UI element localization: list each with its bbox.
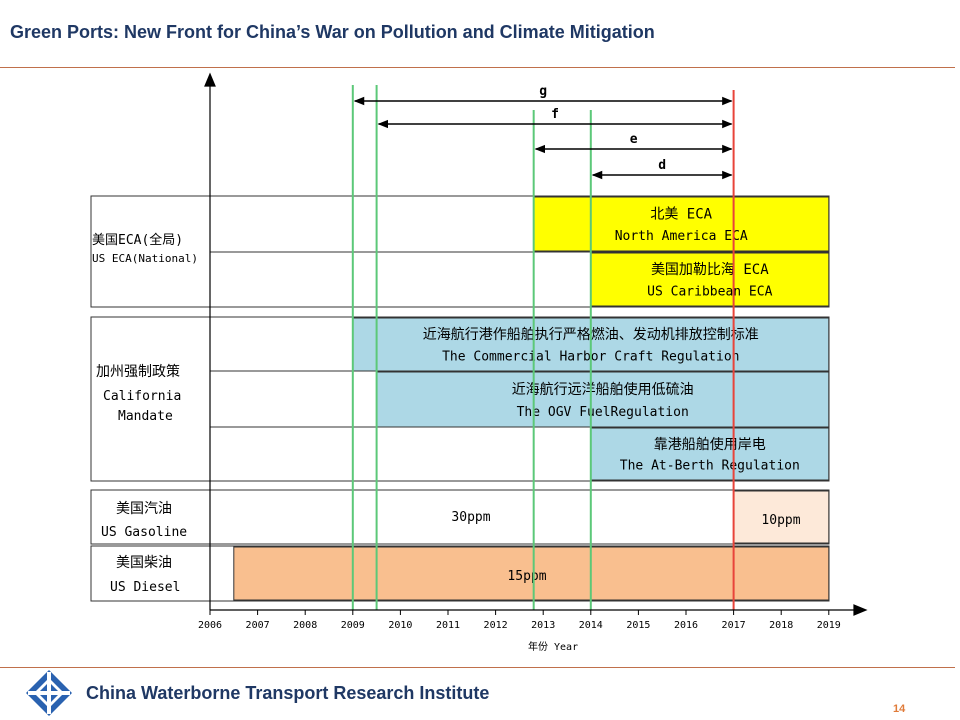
institute-logo-icon [26, 670, 72, 716]
bar-gas-10 [733, 490, 830, 544]
interval-label-d: d [658, 158, 666, 173]
header-divider [0, 67, 955, 68]
x-tick-label: 2013 [531, 620, 555, 631]
x-tick-label: 2007 [246, 620, 270, 631]
x-tick-label: 2014 [579, 620, 603, 631]
at-berth-label-en: The At-Berth Regulation [620, 459, 800, 474]
diesel-group-zh: 美国柴油 [116, 555, 172, 571]
year-markers [351, 85, 735, 610]
x-tick-label: 2012 [484, 620, 508, 631]
gas-10-label: 10ppm [761, 513, 800, 528]
eca-group-en: US ECA(National) [92, 252, 198, 265]
ogv-fuel-label-zh: 近海航行远洋船舶使用低硫油 [512, 381, 694, 398]
x-tick-label: 2015 [626, 620, 650, 631]
footer-organization: China Waterborne Transport Research Inst… [86, 683, 490, 703]
x-tick-label: 2009 [341, 620, 365, 631]
na-eca-label-en: North America ECA [615, 229, 748, 244]
gas-30-label: 30ppm [451, 510, 490, 525]
at-berth-label-zh: 靠港船舶使用岸电 [654, 436, 766, 453]
gas-group-zh: 美国汽油 [116, 501, 172, 517]
x-tick-label: 2016 [674, 620, 698, 631]
gas-group-en: US Gasoline [101, 525, 187, 540]
bar-gas-30 [210, 491, 734, 543]
x-axis-label: 年份 Year [528, 640, 578, 653]
x-tick-label: 2019 [817, 620, 841, 631]
footer-divider [0, 667, 955, 668]
interval-label-e: e [630, 132, 638, 147]
y-axis-arrow [204, 72, 216, 87]
x-tick-label: 2011 [436, 620, 460, 631]
ogv-fuel-label-en: The OGV FuelRegulation [517, 405, 689, 420]
caribbean-eca-label-zh: 美国加勒比海 ECA [651, 262, 769, 278]
x-tick-label: 2017 [722, 620, 746, 631]
x-axis-ticks: 2006 2007 2008 2009 2010 2011 2012 2013 2014 2015… [198, 610, 841, 631]
x-tick-label: 2008 [293, 620, 317, 631]
axes [204, 72, 868, 616]
interval-label-f: f [551, 107, 559, 122]
ca-group-zh: 加州强制政策 [96, 363, 180, 380]
ca-group-en-1: California [103, 389, 181, 404]
na-eca-label-zh: 北美 ECA [650, 207, 712, 223]
bar-diesel-15 [233, 546, 830, 601]
x-axis-arrow [853, 604, 868, 616]
interval-label-g: g [539, 84, 547, 99]
diesel-group-en: US Diesel [110, 580, 180, 595]
page-number: 14 [893, 703, 906, 715]
x-tick-label: 2010 [388, 620, 412, 631]
x-tick-label: 2018 [769, 620, 793, 631]
slide-title: Green Ports: New Front for China’s War o… [10, 22, 655, 42]
caribbean-eca-label-en: US Caribbean ECA [647, 284, 772, 299]
eca-group-zh: 美国ECA(全局) [92, 232, 183, 248]
ca-group-en-2: Mandate [118, 409, 173, 424]
diesel-15-label: 15ppm [507, 569, 546, 584]
bar-at-berth [590, 427, 830, 481]
interval-arrows: gf e d [353, 84, 733, 180]
x-tick-label: 2006 [198, 620, 222, 631]
